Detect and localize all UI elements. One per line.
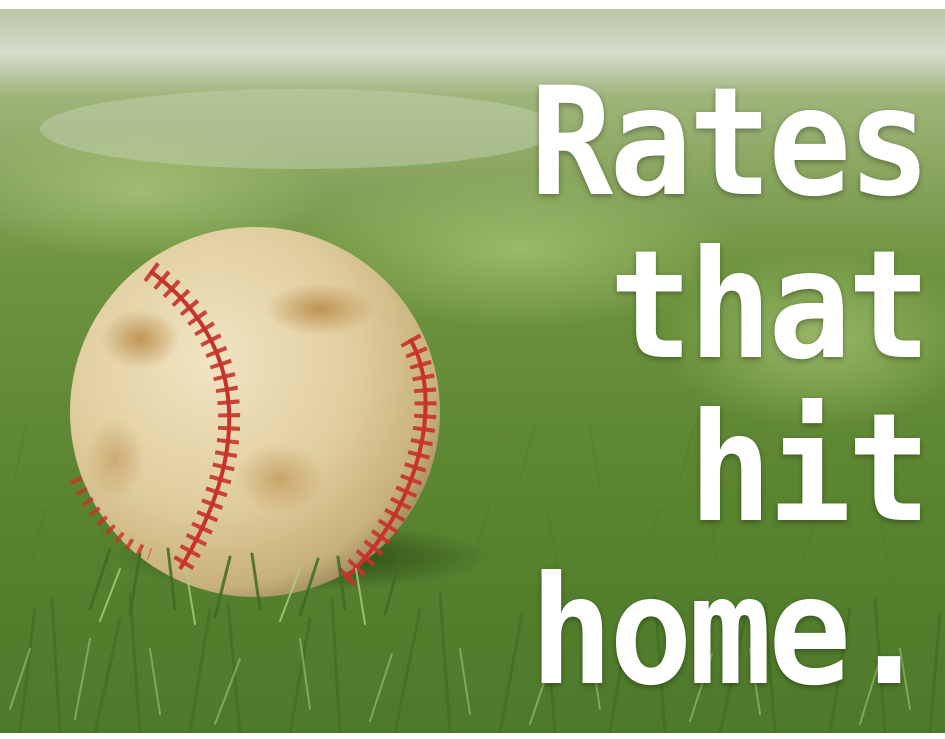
baseball-photo [0, 9, 945, 733]
headline: Rates that hit home. [412, 56, 931, 719]
headline-line-2: that [609, 219, 930, 393]
grass-blades [9, 423, 942, 733]
headline-line-1: Rates [529, 56, 931, 230]
headline-line-3: hit [688, 382, 931, 556]
headline-line-4: home. [529, 545, 931, 719]
baseball [69, 227, 440, 597]
